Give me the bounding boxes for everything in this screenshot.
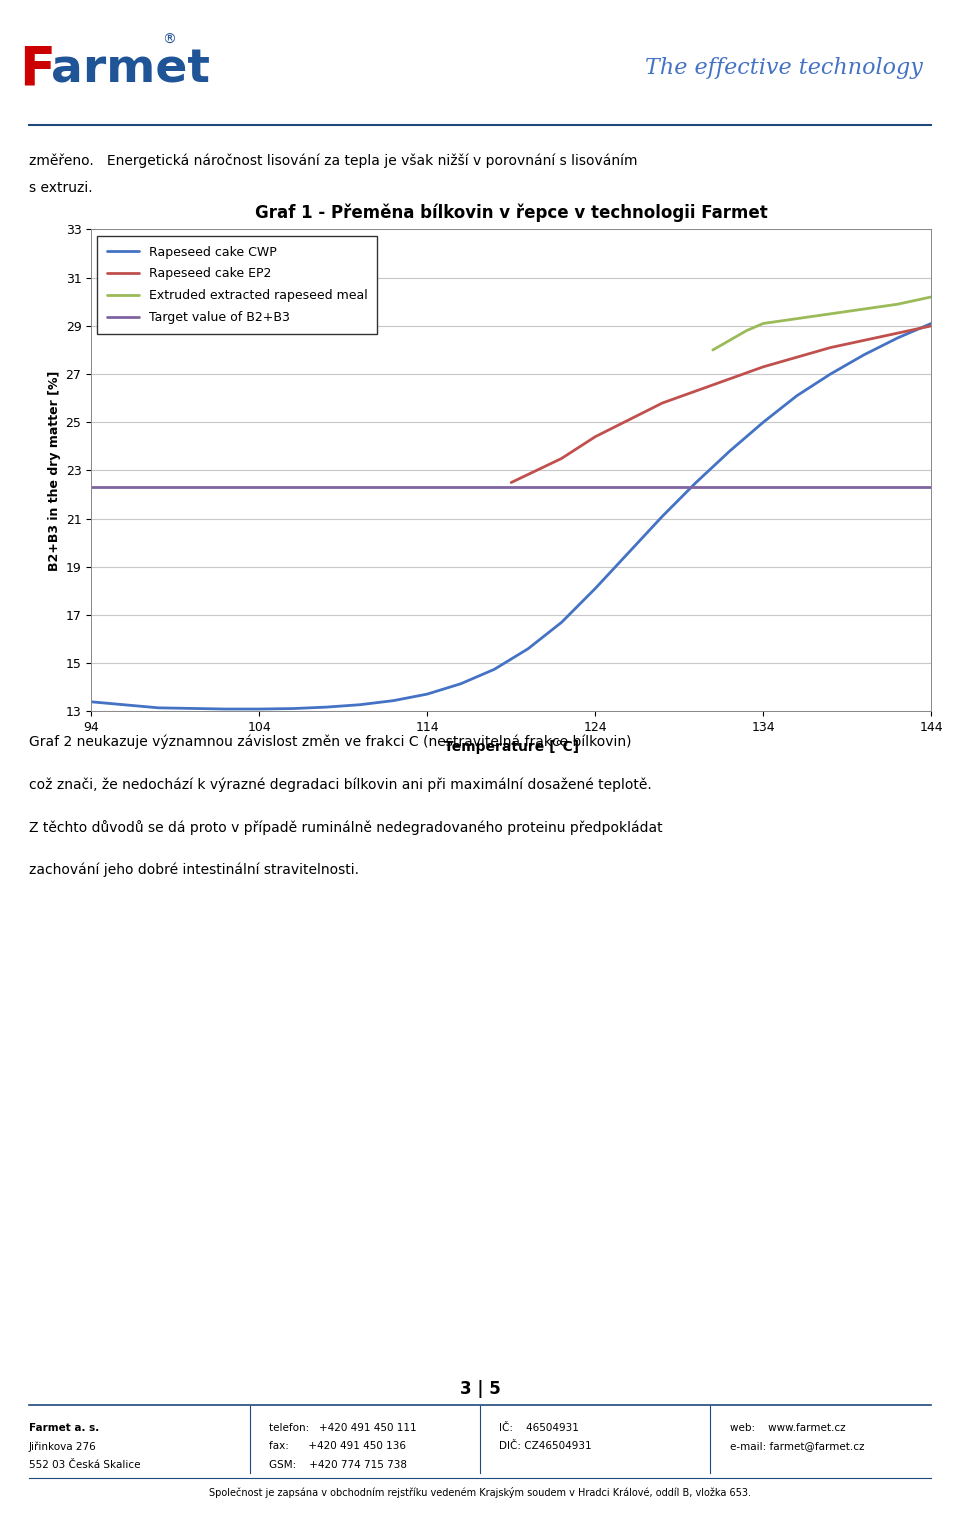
Rapeseed cake EP2 xyxy=(858,330,870,349)
Text: Graf 2 neukazuje významnou závislost změn ve frakci C (nestravitelná frakce bílk: Graf 2 neukazuje významnou závislost změ… xyxy=(29,734,632,748)
Extruded extracted rapeseed meal xyxy=(740,321,752,340)
Rapeseed cake CWP xyxy=(858,346,870,364)
Extruded extracted rapeseed meal xyxy=(825,304,836,323)
Rapeseed cake CWP xyxy=(757,413,769,431)
Text: Společnost je zapsána v obchodním rejstříku vedeném Krajským soudem v Hradci Krá: Společnost je zapsána v obchodním rejstř… xyxy=(209,1487,751,1498)
Rapeseed cake EP2 xyxy=(791,347,803,366)
Legend: Rapeseed cake CWP, Rapeseed cake EP2, Extruded extracted rapeseed meal, Target v: Rapeseed cake CWP, Rapeseed cake EP2, Ex… xyxy=(98,236,377,334)
Text: Z těchto důvodů se dá proto v případě ruminálně nedegradovaného proteinu předpok: Z těchto důvodů se dá proto v případě ru… xyxy=(29,820,662,835)
Text: armet: armet xyxy=(52,47,210,92)
Rapeseed cake EP2 xyxy=(505,473,516,491)
Rapeseed cake CWP xyxy=(253,699,265,718)
Extruded extracted rapeseed meal xyxy=(791,309,803,327)
Rapeseed cake CWP xyxy=(623,543,635,562)
Rapeseed cake CWP xyxy=(657,506,668,525)
Rapeseed cake EP2 xyxy=(724,370,735,389)
Text: DIČ: CZ46504931: DIČ: CZ46504931 xyxy=(499,1441,591,1452)
Rapeseed cake EP2 xyxy=(892,324,903,343)
Text: The effective technology: The effective technology xyxy=(645,57,924,80)
Text: fax:      +420 491 450 136: fax: +420 491 450 136 xyxy=(269,1441,406,1452)
Text: změřeno.   Energetická náročnost lisování za tepla je však nižší v porovnání s l: změřeno. Energetická náročnost lisování … xyxy=(29,153,637,167)
Text: IČ:    46504931: IČ: 46504931 xyxy=(499,1423,579,1434)
Text: 3 | 5: 3 | 5 xyxy=(460,1380,500,1398)
Rapeseed cake EP2 xyxy=(925,317,937,335)
Text: 552 03 Česká Skalice: 552 03 Česká Skalice xyxy=(29,1460,140,1470)
Rapeseed cake CWP xyxy=(589,580,601,598)
Rapeseed cake CWP xyxy=(489,659,500,678)
Text: web:    www.farmet.cz: web: www.farmet.cz xyxy=(730,1423,845,1434)
Rapeseed cake EP2 xyxy=(690,382,702,401)
Rapeseed cake EP2 xyxy=(623,410,635,428)
Text: s extruzi.: s extruzi. xyxy=(29,181,92,194)
Rapeseed cake CWP xyxy=(85,693,97,711)
Rapeseed cake EP2 xyxy=(757,358,769,376)
Extruded extracted rapeseed meal xyxy=(925,288,937,306)
Line: Extruded extracted rapeseed meal: Extruded extracted rapeseed meal xyxy=(712,297,931,350)
Rapeseed cake CWP xyxy=(556,614,567,632)
Extruded extracted rapeseed meal xyxy=(707,341,718,360)
Rapeseed cake CWP xyxy=(153,699,164,718)
Rapeseed cake CWP xyxy=(455,675,467,693)
Text: zachování jeho dobré intestinální stravitelnosti.: zachování jeho dobré intestinální stravi… xyxy=(29,863,359,877)
Rapeseed cake EP2 xyxy=(657,393,668,412)
Text: což znači, že nedochází k výrazné degradaci bílkovin ani při maximální dosažené: což znači, že nedochází k výrazné degra… xyxy=(29,777,652,791)
Rapeseed cake CWP xyxy=(287,699,299,718)
Text: F: F xyxy=(19,44,56,96)
Rapeseed cake CWP xyxy=(825,364,836,382)
Rapeseed cake CWP xyxy=(388,692,399,710)
Text: telefon:   +420 491 450 111: telefon: +420 491 450 111 xyxy=(269,1423,417,1434)
X-axis label: Temperature [°C]: Temperature [°C] xyxy=(444,739,579,754)
Text: ®: ® xyxy=(161,34,176,47)
Rapeseed cake CWP xyxy=(690,473,702,491)
Extruded extracted rapeseed meal xyxy=(858,300,870,318)
Rapeseed cake CWP xyxy=(220,699,231,718)
Text: GSM:    +420 774 715 738: GSM: +420 774 715 738 xyxy=(269,1460,407,1470)
Rapeseed cake EP2 xyxy=(589,427,601,445)
Extruded extracted rapeseed meal xyxy=(892,295,903,314)
Line: Rapeseed cake CWP: Rapeseed cake CWP xyxy=(91,323,931,708)
Rapeseed cake EP2 xyxy=(825,338,836,356)
Rapeseed cake CWP xyxy=(791,387,803,405)
Text: e-mail: farmet@farmet.cz: e-mail: farmet@farmet.cz xyxy=(730,1441,864,1452)
Extruded extracted rapeseed meal xyxy=(757,314,769,332)
Y-axis label: B2+B3 in the dry matter [%]: B2+B3 in the dry matter [%] xyxy=(48,370,61,571)
Rapeseed cake EP2 xyxy=(556,450,567,468)
Rapeseed cake CWP xyxy=(892,329,903,347)
Line: Rapeseed cake EP2: Rapeseed cake EP2 xyxy=(511,326,931,482)
Rapeseed cake CWP xyxy=(522,640,534,658)
Text: Farmet a. s.: Farmet a. s. xyxy=(29,1423,99,1434)
Rapeseed cake CWP xyxy=(925,314,937,332)
Rapeseed cake CWP xyxy=(321,698,332,716)
Text: Jiřinkova 276: Jiřinkova 276 xyxy=(29,1441,97,1452)
Rapeseed cake CWP xyxy=(421,685,433,704)
Title: Graf 1 - Přeměna bílkovin v řepce v technologii Farmet: Graf 1 - Přeměna bílkovin v řepce v tech… xyxy=(254,203,768,222)
Rapeseed cake CWP xyxy=(354,696,366,715)
Rapeseed cake CWP xyxy=(724,442,735,461)
